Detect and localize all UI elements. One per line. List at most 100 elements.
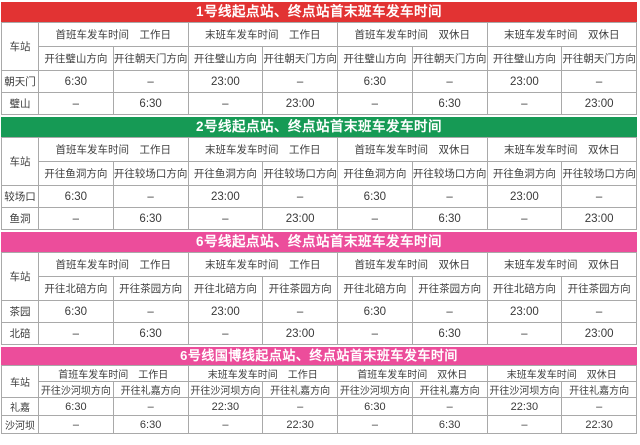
time-cell: –	[337, 92, 413, 115]
time-cell: –	[38, 322, 114, 345]
time-cell: 6:30	[337, 300, 413, 323]
station-name-cell: 茶园	[1, 300, 39, 323]
time-cell: 6:30	[38, 70, 114, 93]
line2-section: 2号线起点站、终点站首末班车发车时间 车站 首班车发车时间 工作日 末班车发车时…	[1, 117, 637, 230]
group-header-last-weekend: 末班车发车时间 双休日	[486, 252, 637, 277]
group-header-last-weekend: 末班车发车时间 双休日	[486, 137, 637, 162]
direction-header: 开往朝天门方向	[112, 46, 189, 71]
group-header-first-weekend: 首班车发车时间 双休日	[337, 137, 488, 162]
direction-header: 开往茶园方向	[112, 276, 189, 301]
direction-header: 开往较场口方向	[411, 161, 488, 186]
group-header-last-weekday: 末班车发车时间 工作日	[187, 22, 338, 47]
time-cell: 6:30	[411, 415, 488, 434]
table-row: 朝天门 6:30 – 23:00 – 6:30 – 23:00 –	[1, 70, 637, 93]
station-name-cell: 璧山	[1, 92, 39, 115]
time-cell: 6:30	[337, 397, 413, 416]
time-cell: 23:00	[187, 70, 264, 93]
time-cell: 23:00	[262, 207, 338, 230]
direction-header: 开往礼嘉方向	[411, 381, 488, 398]
time-cell: 23:00	[486, 70, 563, 93]
time-cell: 6:30	[38, 300, 114, 323]
direction-header: 开往礼嘉方向	[561, 381, 637, 398]
time-cell: –	[561, 185, 637, 208]
group-header-first-weekday: 首班车发车时间 工作日	[38, 252, 189, 277]
time-cell: –	[486, 92, 563, 115]
time-cell: –	[187, 415, 264, 434]
direction-header: 开往北碚方向	[187, 276, 264, 301]
direction-header: 开往北碚方向	[486, 276, 563, 301]
direction-header: 开往鱼洞方向	[337, 161, 413, 186]
table-row: 鱼洞 – 6:30 – 23:00 – 6:30 – 23:00	[1, 207, 637, 230]
time-cell: –	[262, 300, 338, 323]
time-cell: 23:00	[561, 207, 637, 230]
timetable-page: 1号线起点站、终点站首末班车发车时间 车站 首班车发车时间 工作日 末班车发车时…	[1, 2, 637, 434]
station-name-cell: 鱼洞	[1, 207, 39, 230]
group-header-row: 车站 首班车发车时间 工作日 末班车发车时间 工作日 首班车发车时间 双休日 末…	[1, 365, 637, 398]
group-header-last-weekend: 末班车发车时间 双休日	[486, 365, 637, 382]
time-cell: 22:30	[187, 397, 264, 416]
direction-header: 开往朝天门方向	[411, 46, 488, 71]
direction-header-row: 开往鱼洞方向 开往较场口方向 开往鱼洞方向 开往较场口方向 开往鱼洞方向 开往较…	[2, 161, 637, 186]
direction-header: 开往沙河坝方向	[337, 381, 413, 398]
group-header-row: 车站 首班车发车时间 工作日 末班车发车时间 工作日 首班车发车时间 双休日 末…	[1, 137, 637, 186]
time-cell: –	[411, 300, 488, 323]
time-cell: –	[561, 397, 637, 416]
time-cell: 23:00	[262, 92, 338, 115]
line1-schedule-table: 车站 首班车发车时间 工作日 末班车发车时间 工作日 首班车发车时间 双休日 末…	[1, 22, 637, 115]
group-header-row: 车站 首班车发车时间 工作日 末班车发车时间 工作日 首班车发车时间 双休日 末…	[1, 22, 637, 71]
line1-section-title: 1号线起点站、终点站首末班车发车时间	[1, 2, 637, 22]
group-header-first-weekend: 首班车发车时间 双休日	[337, 22, 488, 47]
direction-header: 开往朝天门方向	[262, 46, 338, 71]
time-cell: –	[486, 207, 563, 230]
line6-schedule-table: 车站 首班车发车时间 工作日 末班车发车时间 工作日 首班车发车时间 双休日 末…	[1, 252, 637, 345]
time-cell: –	[561, 300, 637, 323]
station-column-header: 车站	[1, 365, 39, 398]
time-cell: 6:30	[112, 92, 189, 115]
group-header-first-weekday: 首班车发车时间 工作日	[38, 22, 189, 47]
line2-section-title: 2号线起点站、终点站首末班车发车时间	[1, 117, 637, 137]
time-cell: 6:30	[112, 415, 189, 434]
time-cell: 23:00	[187, 300, 264, 323]
group-header-row: 车站 首班车发车时间 工作日 末班车发车时间 工作日 首班车发车时间 双休日 末…	[1, 252, 637, 301]
group-header-first-weekend: 首班车发车时间 双休日	[337, 365, 488, 382]
time-cell: 6:30	[112, 322, 189, 345]
time-cell: 23:00	[187, 185, 264, 208]
direction-header: 开往璧山方向	[337, 46, 413, 71]
direction-header: 开往鱼洞方向	[187, 161, 264, 186]
time-cell: 6:30	[411, 207, 488, 230]
time-cell: –	[187, 92, 264, 115]
table-row: 礼嘉 6:30 – 22:30 – 6:30 – 22:30 –	[1, 397, 637, 416]
direction-header: 开往礼嘉方向	[262, 381, 338, 398]
group-header-last-weekday: 末班车发车时间 工作日	[187, 137, 338, 162]
time-cell: –	[112, 300, 189, 323]
station-name-cell: 较场口	[1, 185, 39, 208]
station-column-header: 车站	[1, 22, 39, 71]
time-cell: 23:00	[262, 322, 338, 345]
station-column-header: 车站	[1, 252, 39, 301]
direction-header: 开往璧山方向	[38, 46, 114, 71]
time-cell: –	[337, 207, 413, 230]
direction-header: 开往较场口方向	[561, 161, 637, 186]
time-cell: –	[337, 415, 413, 434]
time-cell: –	[112, 185, 189, 208]
time-cell: 22:30	[262, 415, 338, 434]
group-header-last-weekend: 末班车发车时间 双休日	[486, 22, 637, 47]
time-cell: 6:30	[112, 207, 189, 230]
time-cell: 6:30	[337, 70, 413, 93]
station-name-cell: 礼嘉	[1, 397, 39, 416]
time-cell: –	[112, 70, 189, 93]
time-cell: –	[561, 70, 637, 93]
group-header-first-weekday: 首班车发车时间 工作日	[38, 365, 189, 382]
time-cell: –	[486, 322, 563, 345]
direction-header: 开往较场口方向	[112, 161, 189, 186]
group-header-last-weekday: 末班车发车时间 工作日	[187, 252, 338, 277]
direction-header: 开往鱼洞方向	[486, 161, 563, 186]
table-row: 较场口 6:30 – 23:00 – 6:30 – 23:00 –	[1, 185, 637, 208]
direction-header-row: 开往璧山方向 开往朝天门方向 开往璧山方向 开往朝天门方向 开往璧山方向 开往朝…	[2, 46, 637, 71]
line6-guobo-schedule-table: 车站 首班车发车时间 工作日 末班车发车时间 工作日 首班车发车时间 双休日 末…	[1, 365, 637, 434]
station-column-header: 车站	[1, 137, 39, 186]
time-cell: –	[38, 415, 114, 434]
direction-header: 开往茶园方向	[561, 276, 637, 301]
group-header-first-weekend: 首班车发车时间 双休日	[337, 252, 488, 277]
direction-header: 开往沙河坝方向	[187, 381, 264, 398]
